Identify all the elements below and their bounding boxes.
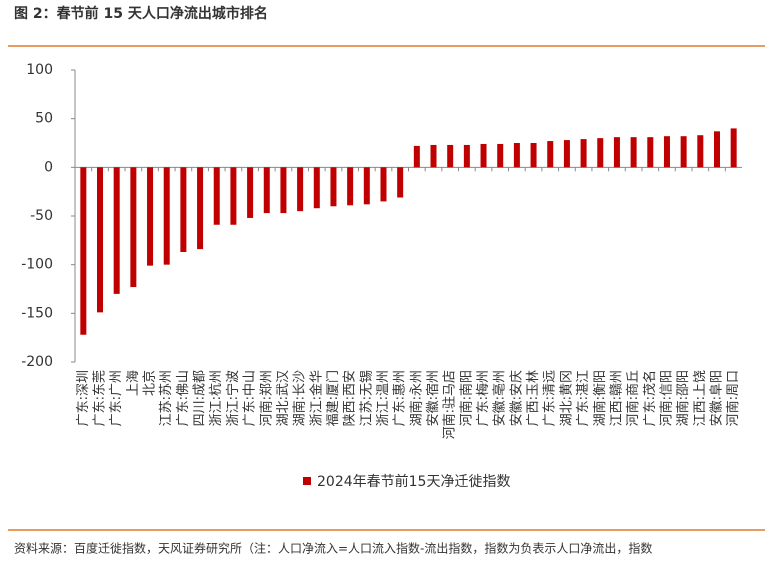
bar	[80, 167, 87, 335]
y-tick-label: -150	[21, 305, 53, 321]
x-tick-label: 安徽:安庆	[509, 370, 524, 426]
bar	[547, 141, 554, 168]
x-tick-label: 广西:玉林	[526, 370, 541, 426]
bar	[597, 138, 604, 168]
x-tick-label: 河南:信阳	[658, 370, 674, 426]
x-tick-label: 湖南:永州	[408, 370, 424, 426]
bar	[463, 144, 470, 168]
bar	[180, 167, 187, 253]
x-tick-label: 湖北:武汉	[276, 370, 291, 426]
x-tick-label: 湖北:黄冈	[559, 370, 574, 426]
x-tick-label: 广东:茂名	[642, 370, 658, 426]
x-tick-label: 江苏:无锡	[358, 370, 374, 426]
x-tick-label: 广东:中山	[243, 370, 258, 426]
bar	[397, 167, 404, 198]
bar	[680, 136, 687, 168]
x-tick-label: 广东:东莞	[93, 370, 108, 426]
bar	[413, 145, 420, 168]
bar	[163, 167, 170, 265]
bar	[247, 167, 254, 218]
x-tick-label: 广东:广州	[109, 370, 124, 426]
bar	[230, 167, 237, 225]
bar	[730, 128, 737, 168]
x-tick-label: 湖南:衡阳	[592, 370, 608, 426]
bar	[647, 137, 654, 168]
bar	[447, 144, 454, 168]
bar	[530, 143, 537, 168]
x-tick-label: 江苏:苏州	[158, 370, 174, 426]
legend-swatch	[303, 477, 311, 485]
x-tick-label: 江西:赣州	[609, 370, 624, 426]
x-tick-label: 浙江:杭州	[209, 370, 224, 426]
bar	[380, 167, 387, 202]
x-tick-label: 广东:湛江	[576, 370, 591, 426]
x-tick-label: 广东:惠州	[393, 370, 408, 426]
bar	[497, 143, 504, 168]
bar	[97, 167, 104, 313]
chart-title: 图 2：春节前 15 天人口净流出城市排名	[14, 5, 268, 22]
x-tick-label: 广东:深圳	[76, 370, 91, 426]
x-tick-label: 广东:清远	[543, 370, 558, 426]
bar	[297, 167, 304, 212]
bar	[480, 143, 487, 168]
x-tick-label: 河南:驻马店	[442, 370, 458, 439]
x-tick-label: 安徽:宿州	[425, 370, 441, 426]
bar	[630, 137, 637, 168]
x-tick-label: 福建:厦门	[326, 370, 341, 426]
x-tick-label: 上海	[126, 370, 141, 396]
bar	[313, 167, 320, 209]
y-tick-label: -100	[21, 257, 53, 273]
y-tick-label: -50	[30, 208, 53, 224]
x-tick-label: 安徽:亳州	[492, 370, 508, 426]
x-tick-label: 浙江:温州	[376, 370, 391, 426]
bar	[330, 167, 337, 207]
bar	[363, 167, 370, 205]
bar	[430, 144, 437, 168]
bar	[613, 137, 620, 168]
bar	[663, 136, 670, 168]
x-tick-label: 河南:商丘	[625, 370, 641, 426]
x-tick-label: 河南:南阳	[458, 370, 474, 426]
bar	[697, 135, 704, 168]
x-tick-label: 浙江:金华	[308, 370, 324, 426]
x-tick-label: 浙江:宁波	[225, 370, 241, 426]
bar	[113, 167, 120, 294]
y-tick-label: -200	[21, 354, 53, 370]
y-tick-label: 50	[35, 111, 53, 127]
bar	[563, 140, 570, 168]
bar	[213, 167, 220, 225]
x-tick-label: 湖南:长沙	[292, 370, 308, 426]
bar	[713, 131, 720, 168]
x-tick-label: 河南:郑州	[258, 370, 274, 426]
x-tick-label: 江西:上饶	[693, 370, 708, 426]
bar	[147, 167, 154, 266]
x-tick-label: 四川:成都	[193, 370, 208, 426]
source-note: 资料来源：百度迁徙指数，天风证券研究所（注：人口净流入=人口流入指数-流出指数，…	[14, 541, 652, 556]
y-tick-label: 0	[44, 159, 53, 175]
bar	[197, 167, 204, 250]
x-tick-label: 安徽:阜阳	[708, 370, 724, 426]
bar	[347, 167, 354, 206]
bar	[263, 167, 270, 214]
bar	[130, 167, 137, 288]
x-tick-label: 陕西:西安	[343, 370, 358, 426]
legend-label: 2024年春节前15天净迁徙指数	[317, 473, 510, 490]
x-tick-label: 北京	[143, 370, 158, 396]
x-tick-label: 河南:周口	[725, 370, 741, 426]
bar	[580, 139, 587, 168]
x-tick-label: 广东:梅州	[476, 370, 491, 426]
bar	[280, 167, 287, 214]
x-tick-label: 湖南:邵阳	[675, 370, 691, 426]
x-tick-label: 广东:佛山	[176, 370, 191, 426]
y-tick-label: 100	[26, 62, 53, 78]
bar	[513, 143, 520, 168]
